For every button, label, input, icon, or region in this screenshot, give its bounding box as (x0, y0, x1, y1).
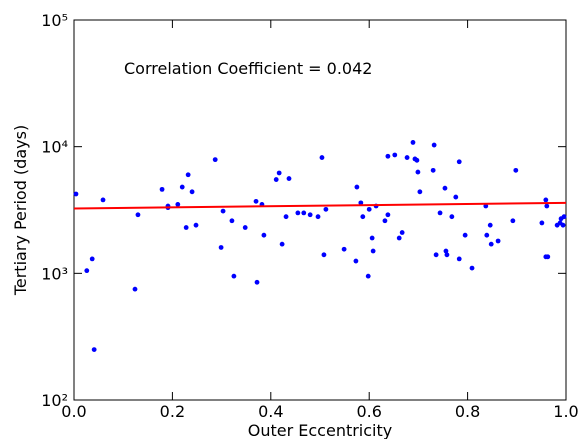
point (366, 206, 372, 212)
point (89, 256, 95, 262)
point (341, 246, 347, 252)
point (417, 189, 423, 195)
point (307, 212, 313, 218)
point (218, 245, 224, 250)
point (545, 254, 551, 260)
x-axis-label: Outer Eccentricity (248, 421, 392, 439)
plot-frame (73, 19, 567, 401)
point (254, 279, 260, 285)
point (544, 203, 550, 209)
point (301, 210, 307, 216)
point (382, 218, 388, 224)
point (444, 252, 450, 258)
point (73, 191, 79, 197)
point (220, 208, 226, 214)
fit-line (73, 201, 567, 210)
point (231, 273, 237, 279)
point (319, 155, 325, 160)
point (385, 212, 391, 218)
x-tick-label: 0.2 (160, 402, 185, 421)
point (100, 197, 106, 203)
x-tick-label: 0.4 (258, 402, 283, 421)
x-tick-label: 1.0 (553, 402, 578, 421)
point (183, 225, 189, 230)
point (433, 252, 439, 258)
point (392, 152, 398, 158)
point (189, 189, 195, 195)
point (453, 194, 459, 200)
point (487, 222, 493, 228)
point (415, 169, 421, 175)
point (286, 176, 292, 181)
point (315, 214, 321, 220)
point (561, 214, 567, 220)
point (437, 210, 443, 216)
point (543, 197, 549, 203)
x-tick-label: 0.6 (356, 402, 381, 421)
point (179, 184, 185, 190)
point (276, 170, 282, 176)
point (353, 258, 359, 264)
point (295, 210, 301, 216)
point (539, 220, 545, 226)
point (385, 153, 391, 159)
point (253, 198, 259, 204)
point (185, 172, 191, 178)
point (370, 248, 376, 254)
point (323, 206, 329, 212)
point (513, 167, 519, 173)
point (91, 347, 97, 352)
point (365, 273, 371, 279)
point (410, 140, 416, 145)
point (279, 241, 285, 247)
point (488, 241, 494, 247)
point (321, 252, 327, 258)
x-tick-label: 0.0 (61, 402, 86, 421)
point (175, 202, 181, 207)
point (360, 214, 366, 220)
point (469, 265, 475, 271)
point (399, 230, 405, 235)
point (135, 212, 141, 218)
point (414, 157, 420, 163)
point (443, 248, 449, 254)
y-axis-label: Tertiary Period (days) (11, 125, 30, 296)
point (456, 256, 462, 262)
point (358, 200, 364, 206)
point (354, 184, 360, 190)
point (132, 286, 138, 292)
point (396, 235, 402, 241)
x-tick-label: 0.8 (455, 402, 480, 421)
point (484, 232, 490, 238)
point (369, 235, 375, 241)
point (560, 222, 566, 228)
point (495, 238, 501, 244)
point (462, 232, 468, 238)
y-tick-label: 10⁵ (41, 11, 68, 30)
point (84, 268, 90, 274)
y-tick-label: 10² (41, 391, 68, 410)
point (229, 218, 235, 224)
point (273, 177, 279, 182)
point (442, 185, 448, 191)
point (261, 232, 267, 238)
y-tick-label: 10⁴ (41, 138, 68, 157)
point (283, 214, 289, 220)
point (193, 222, 199, 228)
point (456, 159, 462, 165)
point (404, 155, 410, 160)
point (510, 218, 516, 224)
point (449, 214, 455, 220)
point (159, 186, 165, 192)
point (483, 203, 489, 209)
point (430, 167, 436, 173)
y-tick-label: 10³ (41, 264, 68, 283)
point (242, 225, 248, 230)
point (212, 157, 218, 163)
annotation: Correlation Coefficient = 0.042 (124, 59, 372, 78)
point (431, 142, 437, 148)
